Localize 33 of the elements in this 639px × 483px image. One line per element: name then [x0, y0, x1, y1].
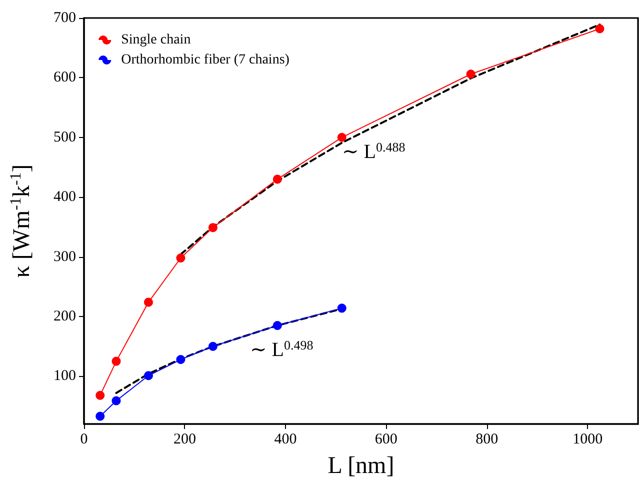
x-tick-label: 1000	[572, 432, 603, 448]
y-tick-label: 500	[54, 129, 76, 146]
x-tick-label: 0	[80, 432, 88, 448]
point	[112, 396, 121, 406]
point	[176, 254, 186, 263]
legend-label: Orthorhombic fiber (7 chains)	[121, 52, 290, 68]
x-tick-label: 200	[173, 432, 196, 448]
y-axis-title: κ [Wm-1k-1]	[8, 164, 35, 278]
y-tick-label: 100	[54, 368, 76, 384]
point	[144, 298, 153, 307]
y-tick-label: 300	[54, 248, 76, 265]
point	[337, 304, 346, 313]
point	[208, 223, 218, 232]
x-axis-title: L [nm]	[328, 453, 394, 479]
point	[144, 371, 153, 380]
y-tick-label: 600	[54, 70, 76, 86]
x-tick-label: 600	[374, 432, 398, 448]
point	[112, 356, 121, 366]
y-tick-label: 200	[54, 308, 76, 325]
point	[208, 342, 218, 351]
legend-label: Single chain	[121, 32, 191, 48]
point	[96, 412, 105, 421]
y-tick-label: 700	[54, 10, 76, 26]
point	[595, 24, 604, 34]
point	[466, 70, 476, 79]
x-tick-label: 400	[274, 432, 297, 448]
point	[337, 132, 346, 142]
x-tick-label: 800	[476, 432, 498, 448]
point	[96, 390, 105, 400]
point	[176, 355, 186, 364]
point	[272, 320, 282, 330]
point	[272, 174, 282, 184]
y-tick-label: 400	[54, 189, 76, 206]
